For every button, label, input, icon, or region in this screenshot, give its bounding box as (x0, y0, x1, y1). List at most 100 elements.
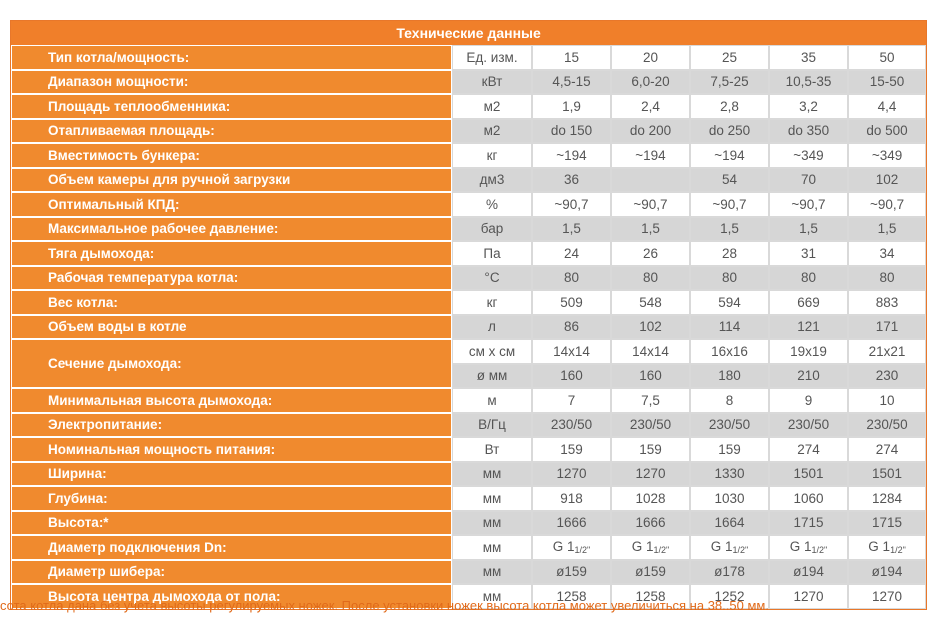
row-value: 1258 (532, 584, 611, 609)
row-value: 4,5-15 (532, 69, 611, 94)
row-label: Глубина: (11, 486, 452, 511)
row-label: Вместимость бункера: (11, 143, 452, 168)
row-unit: кг (452, 143, 532, 168)
table-row: Объем воды в котле л 86 102 114 121 171 (11, 314, 927, 339)
table-row: ø мм 160 160 180 210 230 (11, 363, 927, 388)
table-row: Вес котла: кг 509 548 594 669 883 (11, 290, 927, 315)
value-subscript: 1/2" (574, 544, 591, 555)
row-value: 1030 (690, 486, 769, 511)
row-unit: мм (452, 486, 532, 511)
row-value: 180 (690, 363, 769, 388)
row-label: Тяга дымохода: (11, 241, 452, 266)
tech-data-table: Технические данные Тип котла/мощность: Ед… (10, 20, 928, 610)
row-value: 4,4 (848, 94, 927, 119)
row-label: Оптимальный КПД: (11, 192, 452, 217)
row-unit: см х см (452, 339, 532, 364)
row-value: 1,5 (611, 216, 690, 241)
row-label: Диаметр подключения Dn: (11, 535, 452, 560)
row-value: 1501 (848, 461, 927, 486)
row-value: 16x16 (690, 339, 769, 364)
row-value: 509 (532, 290, 611, 315)
row-value: 669 (769, 290, 848, 315)
row-unit: Вт (452, 437, 532, 462)
row-value: 230/50 (611, 412, 690, 437)
row-label: Рабочая температура котла: (11, 265, 452, 290)
row-label: Тип котла/мощность: (11, 45, 452, 70)
row-label: Ширина: (11, 461, 452, 486)
row-unit: кВт (452, 69, 532, 94)
row-value: ~90,7 (848, 192, 927, 217)
row-value: 80 (690, 265, 769, 290)
row-value: 1270 (769, 584, 848, 609)
row-value: 7,5-25 (690, 69, 769, 94)
row-value: 548 (611, 290, 690, 315)
row-value: 80 (532, 265, 611, 290)
row-value: do 150 (532, 118, 611, 143)
row-value: 9 (769, 388, 848, 413)
row-value: 594 (690, 290, 769, 315)
row-value: G 11/2" (769, 535, 848, 560)
row-value: 10,5-35 (769, 69, 848, 94)
row-value: 7 (532, 388, 611, 413)
row-unit: дм3 (452, 167, 532, 192)
row-value: 102 (611, 314, 690, 339)
row-value: 230/50 (848, 412, 927, 437)
row-value: 210 (769, 363, 848, 388)
row-value: 8 (690, 388, 769, 413)
row-value: 20 (611, 45, 690, 70)
row-value: 1060 (769, 486, 848, 511)
row-value: 2,8 (690, 94, 769, 119)
row-value: 1664 (690, 510, 769, 535)
row-value: 159 (611, 437, 690, 462)
row-value: 1284 (848, 486, 927, 511)
row-value: do 350 (769, 118, 848, 143)
row-value: 7,5 (611, 388, 690, 413)
table-row: Объем камеры для ручной загрузки дм3 36 54 7… (11, 167, 927, 192)
row-value: 1501 (769, 461, 848, 486)
row-label: Вес котла: (11, 290, 452, 315)
row-value: do 500 (848, 118, 927, 143)
row-value: 160 (532, 363, 611, 388)
row-value: do 250 (690, 118, 769, 143)
row-value: 15 (532, 45, 611, 70)
row-value: ~90,7 (611, 192, 690, 217)
row-value: 19x19 (769, 339, 848, 364)
row-value: ~90,7 (690, 192, 769, 217)
row-label: Площадь теплообменника: (11, 94, 452, 119)
value-prefix: G 1 (552, 538, 575, 554)
row-value: 36 (532, 167, 611, 192)
row-value: 274 (769, 437, 848, 462)
row-value: 171 (848, 314, 927, 339)
row-value: 70 (769, 167, 848, 192)
row-value: 918 (532, 486, 611, 511)
row-value: 10 (848, 388, 927, 413)
row-value: 121 (769, 314, 848, 339)
table-row: Диапазон мощности: кВт 4,5-15 6,0-20 7,5-25 1… (11, 69, 927, 94)
table-row: Номинальная мощность питания: Вт 159 159 159… (11, 437, 927, 462)
table-row: Глубина: мм 918 1028 1030 1060 1284 (11, 486, 927, 511)
table-row: Отапливаемая площадь: м2 do 150 do 200 do 25… (11, 118, 927, 143)
row-value: 86 (532, 314, 611, 339)
row-value: G 11/2" (690, 535, 769, 560)
table-row: Рабочая температура котла: °C 80 80 80 80 80 (11, 265, 927, 290)
row-value: ø159 (532, 559, 611, 584)
row-label: Минимальная высота дымохода: (11, 388, 452, 413)
row-value: 1330 (690, 461, 769, 486)
header-row: Тип котла/мощность: Ед. изм. 15 20 25 35 50 (11, 45, 927, 70)
value-subscript: 1/2" (732, 544, 749, 555)
row-label: Диаметр шибера: (11, 559, 452, 584)
row-value: 1,5 (848, 216, 927, 241)
row-value: 34 (848, 241, 927, 266)
table-row: Сечение дымохода: см х см 14x14 14x14 16x16 1… (11, 339, 927, 388)
row-unit: ø мм (452, 363, 532, 388)
row-value: ~90,7 (769, 192, 848, 217)
row-unit: л (452, 314, 532, 339)
row-label: Объем камеры для ручной загрузки (11, 167, 452, 192)
row-unit: м2 (452, 118, 532, 143)
row-value: ø194 (848, 559, 927, 584)
table-row: Оптимальный КПД:% ~90,7 ~90,7 ~90,7 ~90,7 ~90… (11, 192, 927, 217)
row-value: 31 (769, 241, 848, 266)
row-value: 1270 (611, 461, 690, 486)
row-value: 24 (532, 241, 611, 266)
row-value: 80 (769, 265, 848, 290)
